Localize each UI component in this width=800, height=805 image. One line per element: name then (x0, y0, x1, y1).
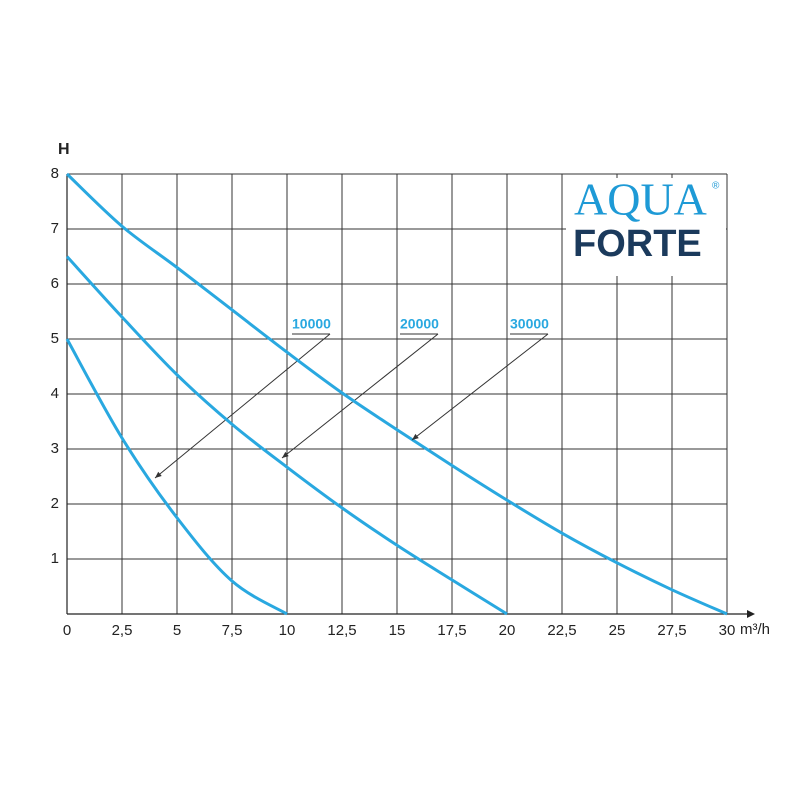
x-tick-label: 5 (173, 622, 181, 639)
y-tick-label: 7 (51, 220, 59, 237)
y-tick-label: 1 (51, 550, 59, 567)
x-tick-label: 12,5 (327, 622, 356, 639)
x-tick-label: 22,5 (547, 622, 576, 639)
curve (65, 255, 508, 616)
y-tick-label: 8 (51, 165, 59, 182)
x-tick-label: 7,5 (222, 622, 243, 639)
x-tick-label: 25 (609, 622, 626, 639)
x-tick-label: 27,5 (657, 622, 686, 639)
logo-bottom: FORTE (573, 223, 702, 265)
series-label: 20000 (400, 316, 439, 332)
x-axis-label: m³/h (740, 621, 770, 638)
x-tick-label: 30 (719, 622, 736, 639)
x-tick-label: 10 (279, 622, 296, 639)
curve (65, 338, 288, 616)
logo-background (566, 178, 726, 276)
pointer (154, 333, 331, 479)
x-tick-label: 17,5 (437, 622, 466, 639)
x-tick-label: 2,5 (112, 622, 133, 639)
y-tick-label: 3 (51, 440, 59, 457)
x-axis-arrow (747, 610, 755, 618)
pointer (281, 333, 439, 459)
pointer-head (155, 471, 162, 478)
logo-top: AQUA (574, 174, 707, 225)
curve (65, 172, 728, 616)
x-tick-label: 20 (499, 622, 516, 639)
y-tick-label: 6 (51, 275, 59, 292)
x-tick-label: 0 (63, 622, 71, 639)
logo-mark: ® (712, 181, 720, 192)
y-tick-label: 4 (51, 385, 59, 402)
y-tick-label: 2 (51, 495, 59, 512)
y-tick-label: 5 (51, 330, 59, 347)
pointer-head (282, 451, 289, 458)
series-label: 30000 (510, 316, 549, 332)
pointer (411, 333, 549, 441)
x-tick-label: 15 (389, 622, 406, 639)
y-axis-label: H (58, 141, 70, 158)
pointer-head (412, 433, 419, 440)
series-label: 10000 (292, 316, 331, 332)
